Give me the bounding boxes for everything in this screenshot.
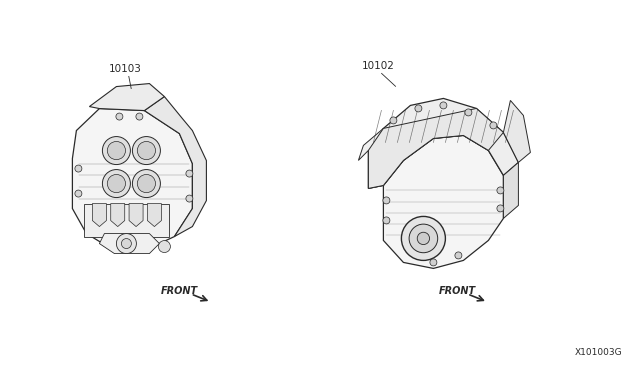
Circle shape xyxy=(455,252,462,259)
Polygon shape xyxy=(90,84,164,110)
Circle shape xyxy=(390,117,397,124)
Circle shape xyxy=(409,224,438,253)
Polygon shape xyxy=(145,97,206,237)
Circle shape xyxy=(430,259,437,266)
Circle shape xyxy=(132,170,161,198)
Polygon shape xyxy=(504,163,518,218)
Circle shape xyxy=(383,197,390,204)
Circle shape xyxy=(136,113,143,120)
Circle shape xyxy=(440,102,447,109)
Circle shape xyxy=(116,234,136,254)
Text: X101003G: X101003G xyxy=(575,348,622,357)
Circle shape xyxy=(490,122,497,129)
Polygon shape xyxy=(383,135,504,269)
Circle shape xyxy=(75,165,82,172)
Polygon shape xyxy=(504,100,531,163)
Polygon shape xyxy=(99,234,159,254)
Circle shape xyxy=(186,195,193,202)
Polygon shape xyxy=(72,109,193,251)
Polygon shape xyxy=(147,203,161,227)
Polygon shape xyxy=(358,128,383,189)
Text: 10103: 10103 xyxy=(109,64,141,74)
Circle shape xyxy=(108,174,125,193)
Circle shape xyxy=(116,113,123,120)
Circle shape xyxy=(75,190,82,197)
Circle shape xyxy=(108,141,125,160)
Polygon shape xyxy=(111,203,125,227)
Polygon shape xyxy=(92,203,106,227)
Circle shape xyxy=(186,170,193,177)
Circle shape xyxy=(122,238,131,248)
Text: 10102: 10102 xyxy=(362,61,394,71)
Circle shape xyxy=(465,109,472,116)
Circle shape xyxy=(401,217,445,260)
Circle shape xyxy=(497,205,504,212)
Circle shape xyxy=(497,187,504,194)
Text: FRONT: FRONT xyxy=(161,286,198,296)
Polygon shape xyxy=(369,99,518,189)
Circle shape xyxy=(138,174,156,193)
Circle shape xyxy=(138,141,156,160)
Circle shape xyxy=(102,170,131,198)
Circle shape xyxy=(383,217,390,224)
Polygon shape xyxy=(84,203,170,237)
Polygon shape xyxy=(129,203,143,227)
Circle shape xyxy=(102,137,131,164)
Text: FRONT: FRONT xyxy=(438,286,476,296)
Polygon shape xyxy=(369,108,504,189)
Circle shape xyxy=(132,137,161,164)
Circle shape xyxy=(417,232,429,244)
Circle shape xyxy=(159,241,170,253)
Circle shape xyxy=(415,105,422,112)
